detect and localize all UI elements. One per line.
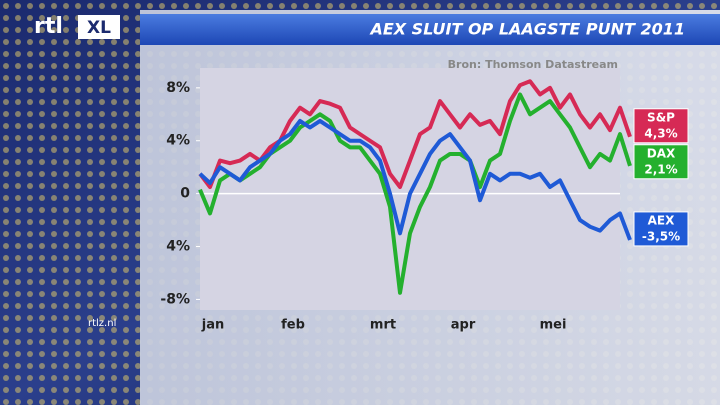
end-label-name: DAX xyxy=(647,146,676,160)
y-tick-label: 0 xyxy=(180,186,190,202)
y-tick-label: 8% xyxy=(166,80,190,96)
site: rtlz.nl xyxy=(88,318,116,329)
series-line xyxy=(198,118,632,241)
end-label-value: -3,5% xyxy=(642,229,680,243)
end-label-value: 4,3% xyxy=(644,126,677,140)
x-tick-label: mrt xyxy=(370,318,396,333)
x-tick-label: apr xyxy=(451,318,476,333)
end-label-name: S&P xyxy=(647,110,675,124)
y-tick-label: -8% xyxy=(160,291,190,307)
y-tick-label: 4% xyxy=(166,133,190,149)
chart-title: AEX SLUIT OP LAAGSTE PUNT 2011 xyxy=(368,20,685,39)
x-tick-label: jan xyxy=(201,318,224,333)
x-tick-label: mei xyxy=(540,318,567,333)
end-label-box xyxy=(633,144,689,180)
end-label-value: 2,1% xyxy=(644,162,677,176)
end-label-box xyxy=(633,211,689,247)
x-tick-label: feb xyxy=(281,318,305,333)
y-tick-label: 4% xyxy=(166,239,190,255)
end-label-name: AEX xyxy=(648,213,675,227)
title-bar xyxy=(140,14,720,45)
end-label-box xyxy=(633,108,689,144)
logo-box xyxy=(78,15,120,39)
logo-suffix: XL xyxy=(87,18,111,38)
logo: rtl xyxy=(34,14,63,39)
source: Bron: Thomson Datastream xyxy=(448,58,618,71)
series-line xyxy=(198,79,632,190)
